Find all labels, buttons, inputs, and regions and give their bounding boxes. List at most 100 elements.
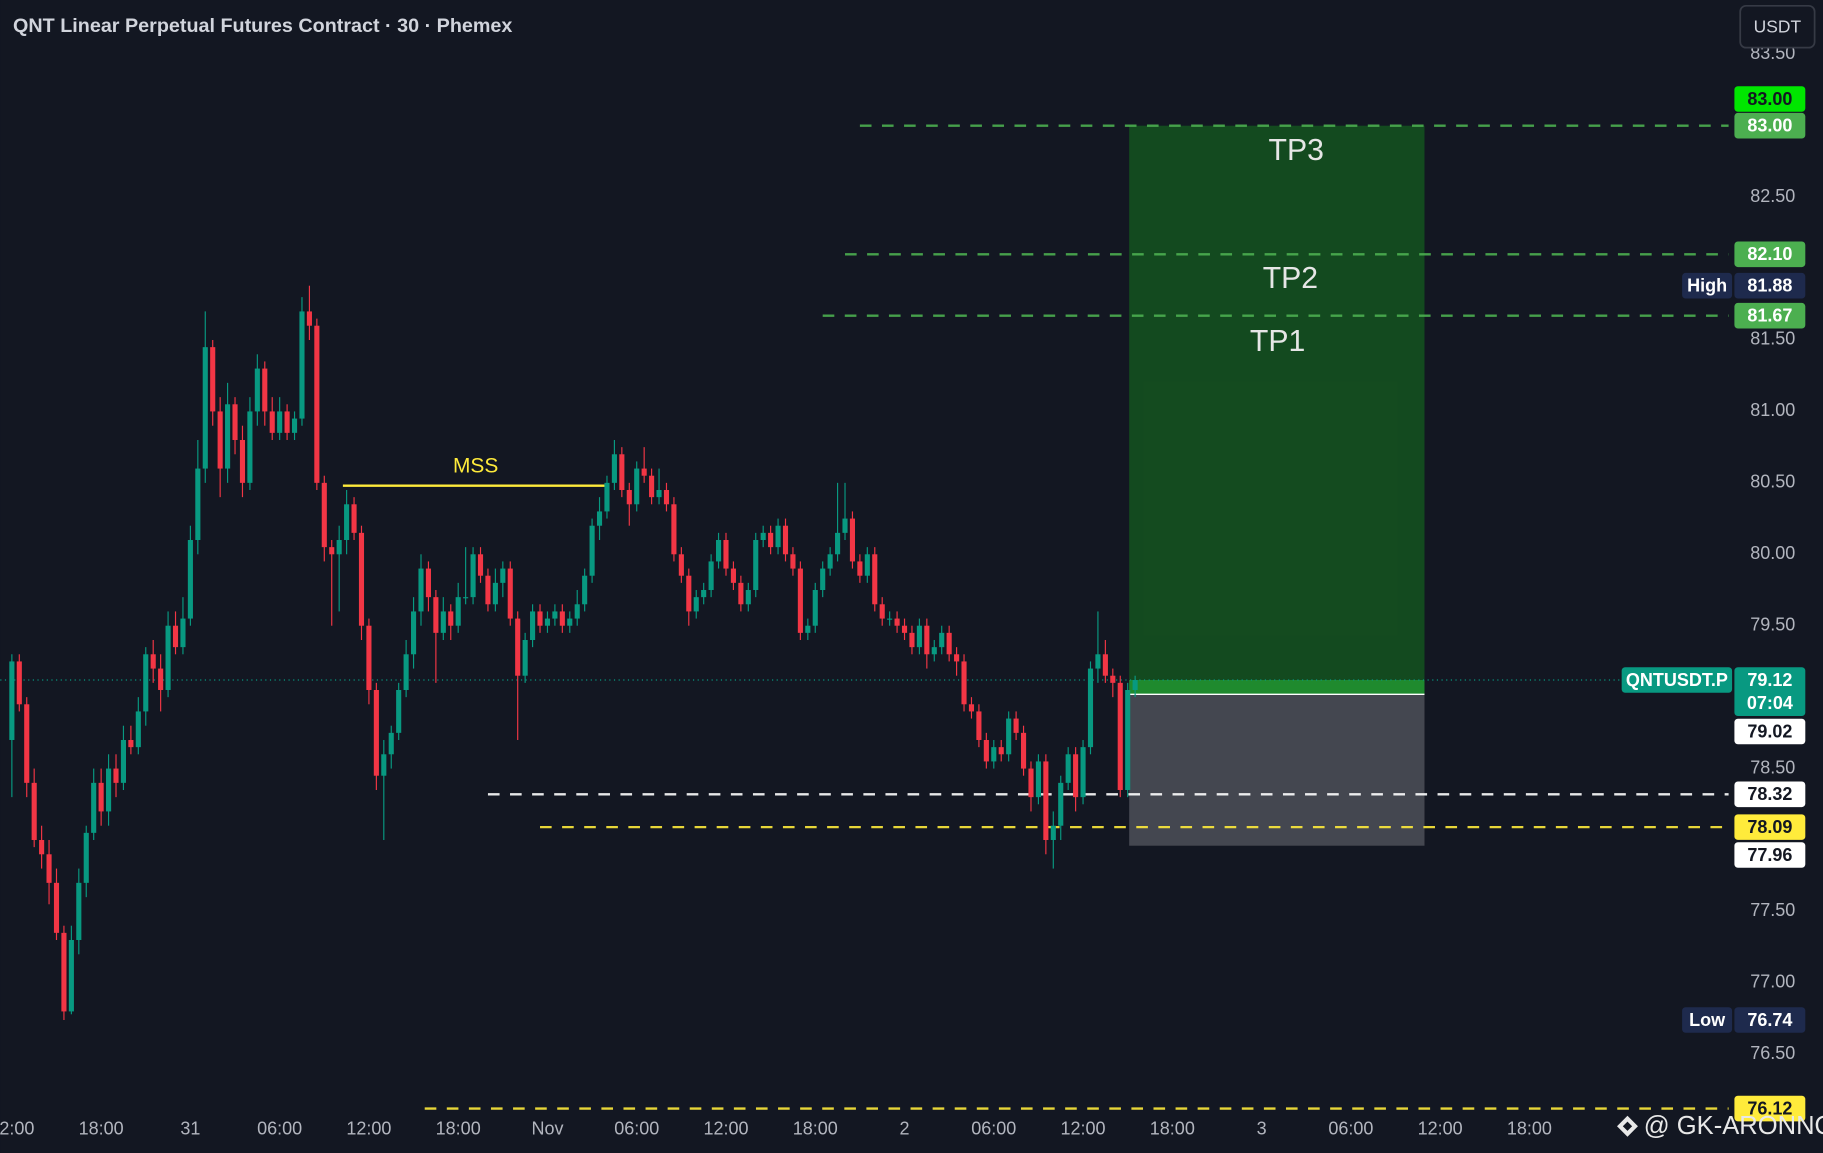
low-badge: 76.74 [1747, 1010, 1792, 1030]
candle-body [663, 489, 670, 505]
level-badge-bg [1734, 302, 1806, 329]
candle-body [1117, 682, 1123, 790]
candle-body [306, 311, 312, 326]
candle-body [1028, 768, 1034, 798]
y-tick-label: 78.50 [1750, 757, 1795, 777]
level-badge-bg [1734, 1095, 1806, 1122]
candle-body [24, 704, 30, 783]
level-badge: 78.09 [1747, 817, 1792, 837]
candle-body [864, 554, 870, 576]
candle-body [909, 632, 915, 648]
candle-body [53, 882, 60, 933]
y-tick-label: 81.00 [1750, 400, 1795, 420]
candle-body [210, 347, 216, 412]
profit-zone [1129, 125, 1425, 695]
candle-body [366, 625, 372, 690]
candle-body [649, 475, 655, 498]
candle-body [202, 347, 208, 469]
chart-title: QNT Linear Perpetual Futures Contract · … [13, 15, 512, 37]
candle-body [753, 539, 759, 590]
candle-body [559, 611, 565, 626]
candle-body [158, 668, 164, 690]
x-tick-label: 31 [180, 1119, 200, 1139]
candle-body [254, 368, 260, 412]
candle-body [678, 554, 684, 576]
candle-body [507, 568, 513, 619]
candle-body [16, 661, 22, 705]
candle-body [358, 532, 365, 626]
candle-body [351, 504, 357, 533]
candle-body [68, 939, 74, 1012]
candle-body [135, 711, 141, 748]
candle-body [477, 554, 484, 576]
level-badge-bg [1734, 814, 1806, 840]
high-badge: 81.88 [1747, 276, 1792, 296]
candle-body [373, 689, 379, 776]
candle-body [835, 532, 841, 555]
candle-body [805, 625, 811, 633]
candle-body [329, 547, 335, 555]
candle-body [1020, 732, 1027, 769]
high-tag-bg [1682, 272, 1733, 299]
y-tick-label: 79.50 [1750, 614, 1795, 634]
level-badge: 83.00 [1747, 116, 1792, 136]
candle-body [1050, 825, 1056, 840]
candle-body [1102, 654, 1108, 676]
candle-body [76, 882, 82, 940]
target-badge-bg [1734, 86, 1806, 112]
x-tick-label: 18:00 [79, 1119, 124, 1139]
tp-label: TP1 [1250, 325, 1305, 358]
candle-body [991, 747, 997, 762]
candle-body [247, 411, 253, 483]
candle-body [567, 618, 573, 626]
candle-body [537, 611, 543, 626]
candle-body [500, 568, 506, 583]
candle-body [1065, 754, 1071, 783]
candle-body [887, 618, 893, 620]
candle-body [396, 689, 402, 733]
symbol-badge-bg [1621, 667, 1733, 693]
x-tick-label: 18:00 [1507, 1119, 1552, 1139]
candle-body [916, 625, 922, 648]
entry-badge: 79.02 [1747, 721, 1792, 741]
last-price-badge-bg [1734, 667, 1806, 717]
candle-body [61, 932, 67, 1012]
candle-body [187, 539, 193, 619]
x-tick-label: 12:00 [0, 1119, 34, 1139]
x-tick-label: 3 [1257, 1119, 1267, 1139]
x-tick-label: 06:00 [614, 1119, 659, 1139]
candle-body [485, 575, 491, 605]
countdown-label: 07:04 [1747, 693, 1793, 713]
y-tick-label: 80.50 [1750, 472, 1795, 492]
candle-body [470, 554, 476, 598]
currency-button[interactable] [1739, 4, 1816, 49]
candle-body [418, 568, 424, 612]
candle-body [1087, 668, 1094, 748]
x-tick-label: 12:00 [1061, 1119, 1106, 1139]
stop-badge: 77.96 [1747, 845, 1792, 865]
candle-body [388, 732, 394, 755]
candle-body [344, 504, 350, 540]
candle-body [150, 654, 156, 669]
candle-body [232, 404, 238, 440]
candle-body [924, 625, 930, 655]
candle-body [797, 568, 803, 633]
axis: 12:00 18:00 31 06:00 12:00 18:00 Nov 06:00 12:00… [0, 43, 1795, 1138]
candle-body [440, 611, 446, 633]
candle-body [314, 325, 320, 483]
candle-body [448, 611, 454, 626]
candle-body [604, 482, 610, 512]
candle-body [827, 554, 833, 569]
candle-body [1073, 754, 1079, 798]
candle-body [128, 739, 134, 748]
overlay: QNT Linear Perpetual Futures Contract · … [13, 4, 1823, 1140]
x-tick-label: 18:00 [436, 1119, 481, 1139]
candle-body [262, 368, 268, 412]
y-tick-label: 76.50 [1750, 1043, 1795, 1063]
high-tag: High [1687, 276, 1727, 296]
candle-body [849, 518, 856, 562]
candle-body [269, 411, 275, 433]
currency-label[interactable]: USDT [1754, 17, 1802, 37]
plot: TP3 TP2 TP1 MSS [0, 124, 1729, 1110]
level-badge-bg [1734, 781, 1806, 808]
